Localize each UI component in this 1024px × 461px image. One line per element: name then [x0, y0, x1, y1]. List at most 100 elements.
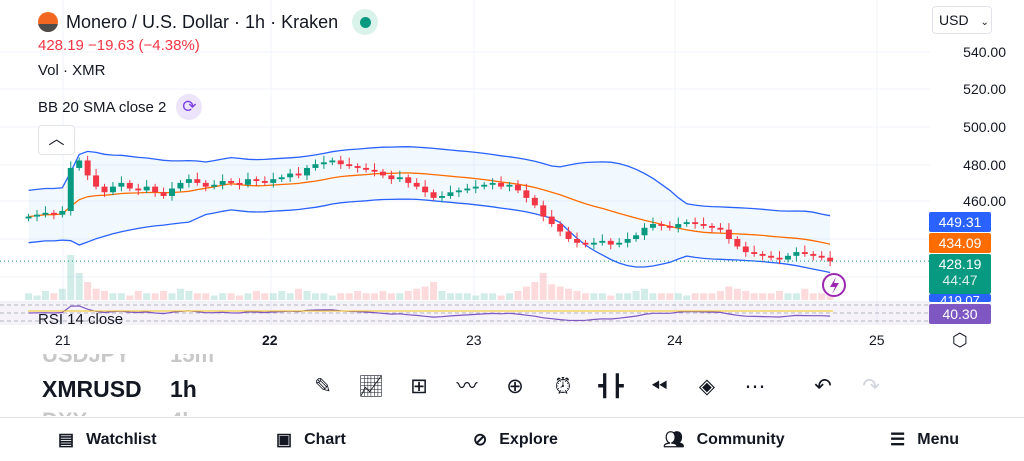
volume-bar [624, 293, 632, 300]
nav-community[interactable]: 👥︎ Community [663, 430, 785, 450]
candles-icon[interactable]: ┫┣ [598, 375, 624, 398]
price-change: 428.19 −19.63 (−4.38%) [38, 37, 200, 54]
indicators-icon[interactable]: 📈︎ [357, 375, 385, 398]
candle-body [751, 252, 758, 254]
volume-bar [50, 293, 58, 300]
volume-bar [607, 295, 615, 300]
candle-body [742, 246, 749, 253]
add-icon[interactable]: ⊕ [506, 375, 524, 398]
nav-chart[interactable]: ▣ Chart [276, 430, 346, 450]
volume-bar [455, 293, 463, 300]
candle-body [244, 179, 251, 185]
candle-body [641, 227, 648, 236]
volume-bar [261, 293, 269, 300]
candle-body [455, 190, 462, 193]
candle-body [649, 224, 656, 228]
candle-body [675, 224, 682, 228]
candle-body [658, 224, 665, 226]
time-tick: 21 [55, 332, 71, 348]
ticker-item[interactable]: USDJPY 15m [42, 354, 214, 368]
list-icon: ▤ [58, 430, 75, 449]
volume-bar [573, 291, 581, 300]
candle-body [759, 253, 766, 256]
volume-bar [92, 288, 100, 300]
lightning-glyph [830, 277, 839, 294]
candle-body [447, 192, 454, 196]
monero-logo-icon [38, 12, 58, 32]
volume-legend[interactable]: Vol · XMR [38, 62, 106, 79]
candle-body [42, 212, 49, 215]
bar-countdown: 44:47 [942, 272, 978, 288]
volume-bar [708, 293, 716, 300]
time-tick: 22 [262, 332, 278, 348]
candle-body [557, 224, 564, 232]
volume-bar [126, 295, 134, 300]
volume-bar [590, 293, 598, 300]
redo-icon[interactable]: ↷ [862, 375, 880, 398]
time-tick: 23 [466, 332, 482, 348]
candle-body [126, 182, 133, 189]
candle-body [793, 252, 800, 256]
volume-bar [430, 282, 438, 300]
ticker-symbol: DXY [42, 408, 87, 416]
nav-explore[interactable]: ⊘ Explore [473, 430, 558, 450]
market-open-icon [352, 9, 379, 35]
price-tick: 500.00 [963, 119, 1006, 135]
compare-icon[interactable]: 〰 [456, 375, 478, 398]
candle-body [194, 179, 201, 183]
ticker-timeframe: 15m [170, 354, 215, 367]
candle-body [784, 255, 791, 260]
alert-clock-icon[interactable]: ⏰︎ [554, 375, 572, 398]
bb-legend[interactable]: BB 20 SMA close 2 ⟳ [38, 94, 203, 120]
volume-bar [337, 293, 345, 300]
candle-body [801, 252, 808, 254]
ticker-item-active[interactable]: XMRUSD 1h [42, 376, 197, 403]
watchlist-ticker[interactable]: USDJPY 15m XMRUSD 1h DXY 4h [0, 354, 290, 416]
more-icon[interactable]: ⋯ [744, 375, 766, 398]
nav-menu[interactable]: ☰ Menu [890, 430, 959, 450]
volume-bar [269, 293, 277, 300]
candle-body [76, 160, 83, 168]
candle-body [312, 164, 319, 168]
symbol-title[interactable]: Monero / U.S. Dollar · 1h · Kraken [38, 9, 379, 35]
layers-icon[interactable]: ◈ [698, 375, 716, 398]
candle-body [228, 181, 235, 183]
volume-bar [446, 293, 454, 300]
candle-body [219, 181, 226, 185]
volume-bar [759, 293, 767, 300]
volume-bar [252, 291, 260, 300]
candle-body [405, 177, 412, 183]
rsi-legend[interactable]: RSI 14 close [38, 311, 123, 325]
volume-bar [151, 293, 159, 300]
replay-icon[interactable]: ⏪︎ [650, 375, 668, 398]
compass-icon: ⊘ [473, 430, 488, 449]
volume-bar [691, 293, 699, 300]
collapse-legend-button[interactable]: ︿ [38, 125, 75, 155]
currency-select[interactable]: USD ⌄ [932, 6, 992, 34]
volume-bar [404, 291, 412, 300]
price-chart[interactable] [0, 0, 930, 330]
templates-icon[interactable]: ⊞ [410, 375, 428, 398]
volume-bar [674, 293, 682, 300]
chevron-up-icon: ︿ [48, 131, 65, 148]
volume-bar [413, 288, 421, 300]
volume-bar [716, 291, 724, 300]
candle-body [430, 192, 437, 198]
undo-icon[interactable]: ↶ [814, 375, 832, 398]
candle-body [700, 224, 707, 226]
volume-bar [531, 282, 539, 300]
refresh-icon[interactable]: ⟳ [176, 94, 203, 120]
price-tick: 460.00 [963, 193, 1006, 209]
volume-bar [767, 293, 775, 300]
volume-bar [101, 291, 109, 300]
candle-body [607, 240, 614, 245]
chart-settings-icon[interactable]: ⬡ [952, 330, 968, 350]
candle-body [523, 190, 530, 198]
candle-body [287, 173, 294, 178]
volume-bar [463, 293, 471, 300]
ticker-item[interactable]: DXY 4h [42, 408, 196, 416]
draw-tool-icon[interactable]: ✎ [314, 375, 332, 398]
volume-bar [168, 293, 176, 300]
volume-bar [683, 295, 691, 300]
nav-watchlist[interactable]: ▤ Watchlist [58, 430, 157, 450]
